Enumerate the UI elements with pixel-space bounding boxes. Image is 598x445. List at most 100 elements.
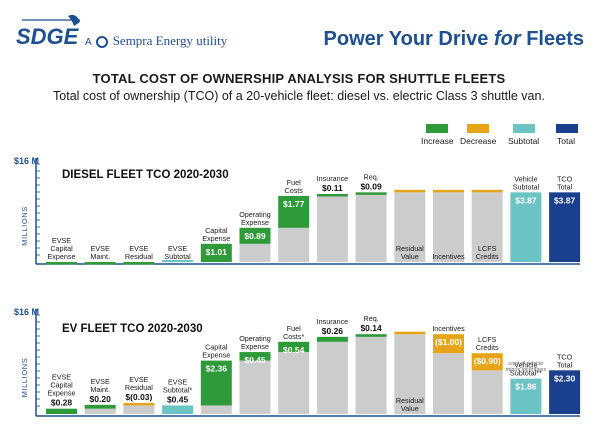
bar-tco-total	[549, 370, 581, 414]
value-label-lcfs-credits: ($0.90)	[474, 356, 501, 366]
legend-swatch-total	[556, 124, 578, 133]
value-label-vehicle-subtotal: $1.86	[515, 382, 537, 392]
header: SDGE A Sempra Energy utility Power Your …	[0, 0, 598, 62]
category-label-tco-total: TCO	[557, 352, 573, 361]
category-label-fuel-costs: Costs	[285, 186, 304, 195]
category-label-tco-total: Total	[557, 360, 573, 369]
value-label-operating-expense: $0.45	[244, 355, 266, 365]
category-label-evse-subtotal: EVSE	[168, 244, 187, 253]
category-label-evse-capital-expense: Capital	[50, 381, 73, 390]
bar-base-residual-value	[394, 192, 426, 262]
category-label-evse-capital-expense: Expense	[48, 389, 76, 398]
category-label-req: Req.	[364, 172, 379, 181]
category-label-req: Req.	[364, 314, 379, 323]
page-title: TOTAL COST OF OWNERSHIP ANALYSIS FOR SHU…	[92, 71, 506, 86]
bar-tco-total	[549, 192, 581, 262]
category-label-evse-capital-expense: Expense	[48, 252, 76, 261]
page-subtitle: Total cost of ownership (TCO) of a 20-ve…	[53, 89, 545, 103]
category-label-vehicle-subtotal: Vehicle	[514, 174, 537, 183]
bar-base-evse-maint	[84, 408, 116, 414]
value-label-tco-total: $3.87	[554, 195, 576, 205]
category-label-lcfs-credits: Credits	[476, 343, 499, 352]
category-label-evse-residual: EVSE	[129, 375, 148, 384]
brand-line: A Sempra Energy utility	[85, 33, 227, 49]
value-label-insurance: $0.26	[322, 326, 344, 336]
bar-evse-residual	[123, 262, 155, 265]
value-label-vehicle-subtotal: $3.87	[515, 195, 537, 205]
category-label-vehicle-subtotal: Subtotal	[513, 182, 540, 191]
category-label-tco-total: TCO	[557, 174, 573, 183]
legend-label-increase: Increase	[421, 136, 454, 146]
tagline-for: for	[493, 28, 521, 50]
category-label-evse-capital-expense: Capital	[50, 244, 73, 253]
category-label-evse-subtotal: Subtotal*	[163, 385, 192, 394]
bar-base-req	[355, 193, 387, 262]
bar-residual-value	[394, 189, 426, 193]
value-label-evse-residual: $(0.03)	[125, 392, 152, 402]
bar-base-insurance	[316, 195, 348, 262]
bar-lcfs-credits	[471, 189, 503, 193]
value-label-evse-capital-expense: $0.28	[51, 398, 73, 408]
bar-insurance	[316, 336, 348, 342]
bar-vehicle-subtotal	[510, 192, 542, 262]
category-label-fuel-costs: Costs*	[283, 332, 304, 341]
legend-swatch-decrease	[467, 124, 489, 133]
category-label-insurance: Insurance	[317, 317, 349, 326]
bar-evse-capital-expense	[46, 408, 77, 414]
tagline-main: Power Your Drive	[323, 28, 494, 50]
value-label-tco-total: $2.30	[554, 373, 576, 383]
category-label-capital-expense: Expense	[202, 234, 230, 243]
bar-incentives	[433, 334, 464, 354]
category-label-operating-expense: Operating	[239, 210, 271, 219]
category-label-vehicle-subtotal: Subtotal**	[510, 369, 542, 378]
value-label-incentives: ($1.00)	[435, 337, 462, 347]
bar-evse-subtotal	[162, 405, 194, 414]
bar-evse-subtotal	[162, 260, 194, 262]
category-label-vehicle-subtotal: Vehicle	[514, 361, 537, 370]
chart-title: EV FLEET TCO 2020-2030	[62, 323, 203, 335]
bar-lcfs-credits	[471, 353, 503, 371]
ev-tco-chart: $16 M MILLIONS EV FLEET TCO 2020-2030 $0.28…	[14, 307, 581, 417]
category-label-evse-residual: Residual	[125, 383, 153, 392]
chart-legend: Increase Decrease Subtotal Total	[0, 124, 598, 154]
bar-vehicle-subtotal	[510, 378, 542, 414]
bar-base-req	[355, 336, 387, 414]
category-label-evse-maint: Maint.	[90, 252, 110, 261]
y-axis-label: MILLIONS	[20, 206, 29, 246]
bar-req	[355, 334, 387, 337]
category-label-evse-capital-expense: EVSE	[52, 236, 71, 245]
y-max-tick-label: $16 M	[14, 307, 39, 317]
value-label-req: $0.14	[360, 323, 382, 333]
bar-base-lcfs-credits	[471, 192, 503, 262]
bar-base-incentives	[433, 353, 464, 414]
category-label-evse-residual: Residual	[125, 252, 153, 261]
bar-insurance	[316, 193, 348, 197]
bar-base-operating-expense	[239, 360, 271, 414]
value-label-insurance: $0.11	[322, 183, 343, 193]
category-label-lcfs-credits: LCFS	[478, 244, 497, 253]
sdge-logo: SDGE	[16, 14, 80, 49]
legend-swatch-increase	[426, 124, 448, 133]
value-label-capital-expense: $2.36	[206, 364, 228, 374]
category-label-lcfs-credits: LCFS	[478, 335, 497, 344]
category-label-evse-subtotal: Subtotal	[164, 252, 191, 261]
legend-swatch-subtotal	[513, 124, 535, 133]
bar-base-insurance	[316, 341, 348, 414]
category-label-residual-value: Value	[401, 404, 419, 413]
bar-base-lcfs-credits	[471, 370, 503, 414]
y-axis-label: MILLIONS	[20, 358, 29, 398]
value-label-fuel-costs: $1.77	[283, 199, 305, 209]
bar-evse-capital-expense	[46, 262, 77, 265]
category-label-operating-expense: Expense	[241, 342, 269, 351]
bar-residual-value	[394, 331, 426, 335]
bar-capital-expense	[200, 243, 232, 262]
category-label-evse-subtotal: EVSE	[168, 377, 187, 386]
category-label-capital-expense: Capital	[205, 226, 228, 235]
legend-label-subtotal: Subtotal	[508, 136, 540, 146]
bar-evse-maint	[84, 262, 116, 265]
category-label-operating-expense: Operating	[239, 334, 271, 343]
category-label-evse-maint: EVSE	[91, 377, 110, 386]
bar-operating-expense	[239, 352, 271, 361]
bar-base-fuel-costs	[278, 352, 310, 414]
y-max-tick-label: $16 M	[14, 156, 39, 166]
